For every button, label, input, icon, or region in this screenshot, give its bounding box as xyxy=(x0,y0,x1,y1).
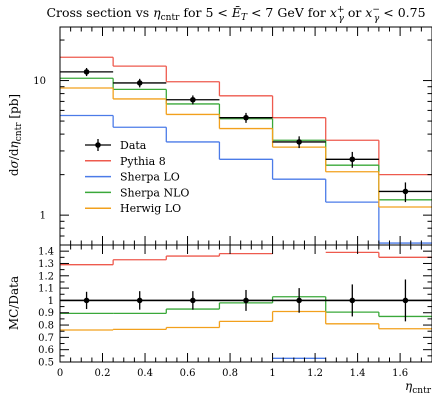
ratio-data-point xyxy=(402,297,409,304)
legend: Data Pythia 8 Sherpa LO Sherpa NLO Herwig LO xyxy=(85,139,189,215)
ratio-y-tick-label: 0.9 xyxy=(38,308,54,319)
x-tick-label: 1 xyxy=(269,368,275,379)
chart-title: Cross section vs ηcntr for 5 < ĒT < 7 Ge… xyxy=(46,5,425,24)
ratio-data-point xyxy=(136,297,143,304)
x-axis-label: ηcntr xyxy=(405,379,432,396)
ratio-panel: 0.50.60.70.80.911.11.21.31.40 0.2 0.4 0.6 0.… xyxy=(38,244,432,379)
x-tick-label: 1.4 xyxy=(350,368,366,379)
x-tick-label: 0.8 xyxy=(222,368,238,379)
ratio-y-tick-label: 0.6 xyxy=(38,345,54,356)
ratio-data-point xyxy=(243,297,249,304)
main-frame xyxy=(59,26,432,246)
x-tick-label: 0.4 xyxy=(137,368,153,379)
ratio-y-tick-label: 1.1 xyxy=(38,284,54,295)
legend-label-sherpa-nlo: Sherpa NLO xyxy=(120,186,189,199)
main-y-tick-label: 1 xyxy=(40,211,46,222)
main-panel: 1 10 Data Pythia 8 Sherpa LO Sherpa NLO Herwi… xyxy=(33,26,432,246)
main-data-point xyxy=(296,139,302,145)
main-y-tick-label: 10 xyxy=(33,76,46,87)
ratio-y-tick-label: 0.5 xyxy=(38,358,54,369)
ratio-y-tick-label: 1.3 xyxy=(38,259,54,270)
main-y-ticks: 1 10 xyxy=(33,27,432,246)
ratio-y-tick-label: 1 xyxy=(48,296,54,307)
x-tick-label: 0.2 xyxy=(95,368,111,379)
main-y-axis-label: dσ/dηcntr [pb] xyxy=(7,94,24,176)
legend-label-data: Data xyxy=(120,139,147,152)
ratio-y-tick-label: 1.4 xyxy=(38,247,54,258)
main-data-point xyxy=(83,69,90,75)
x-tick-label: 1.2 xyxy=(307,368,323,379)
main-data-point xyxy=(402,188,409,195)
ratio-data-point xyxy=(190,297,196,304)
ratio-frame xyxy=(59,244,432,363)
main-data-points xyxy=(60,67,432,203)
x-tick-label: 1.6 xyxy=(392,368,408,379)
ratio-data-points xyxy=(60,279,432,322)
ratio-data-point xyxy=(296,297,302,304)
main-data-point xyxy=(190,96,196,103)
ratio-y-tick-label: 0.8 xyxy=(38,321,54,332)
ratio-data-point xyxy=(83,297,90,304)
main-histograms xyxy=(60,56,432,244)
x-tick-label: 0.6 xyxy=(180,368,196,379)
legend-label-sherpa-lo: Sherpa LO xyxy=(120,171,180,184)
main-data-point xyxy=(243,114,249,121)
ratio-ticks: 0.50.60.70.80.911.11.21.31.40 0.2 0.4 0.6 0.… xyxy=(38,244,432,379)
main-data-point xyxy=(136,80,143,86)
ratio-y-tick-label: 0.7 xyxy=(38,333,54,344)
ratio-data-point xyxy=(349,297,356,304)
legend-data-marker xyxy=(95,142,101,148)
legend-label-herwig-lo: Herwig LO xyxy=(120,202,181,215)
main-data-point xyxy=(349,156,356,163)
x-tick-label: 0 xyxy=(57,368,63,379)
ratio-y-axis-label: MC/Data xyxy=(7,276,21,330)
ratio-y-tick-label: 1.2 xyxy=(38,271,54,282)
legend-label-pythia-8: Pythia 8 xyxy=(120,155,166,168)
